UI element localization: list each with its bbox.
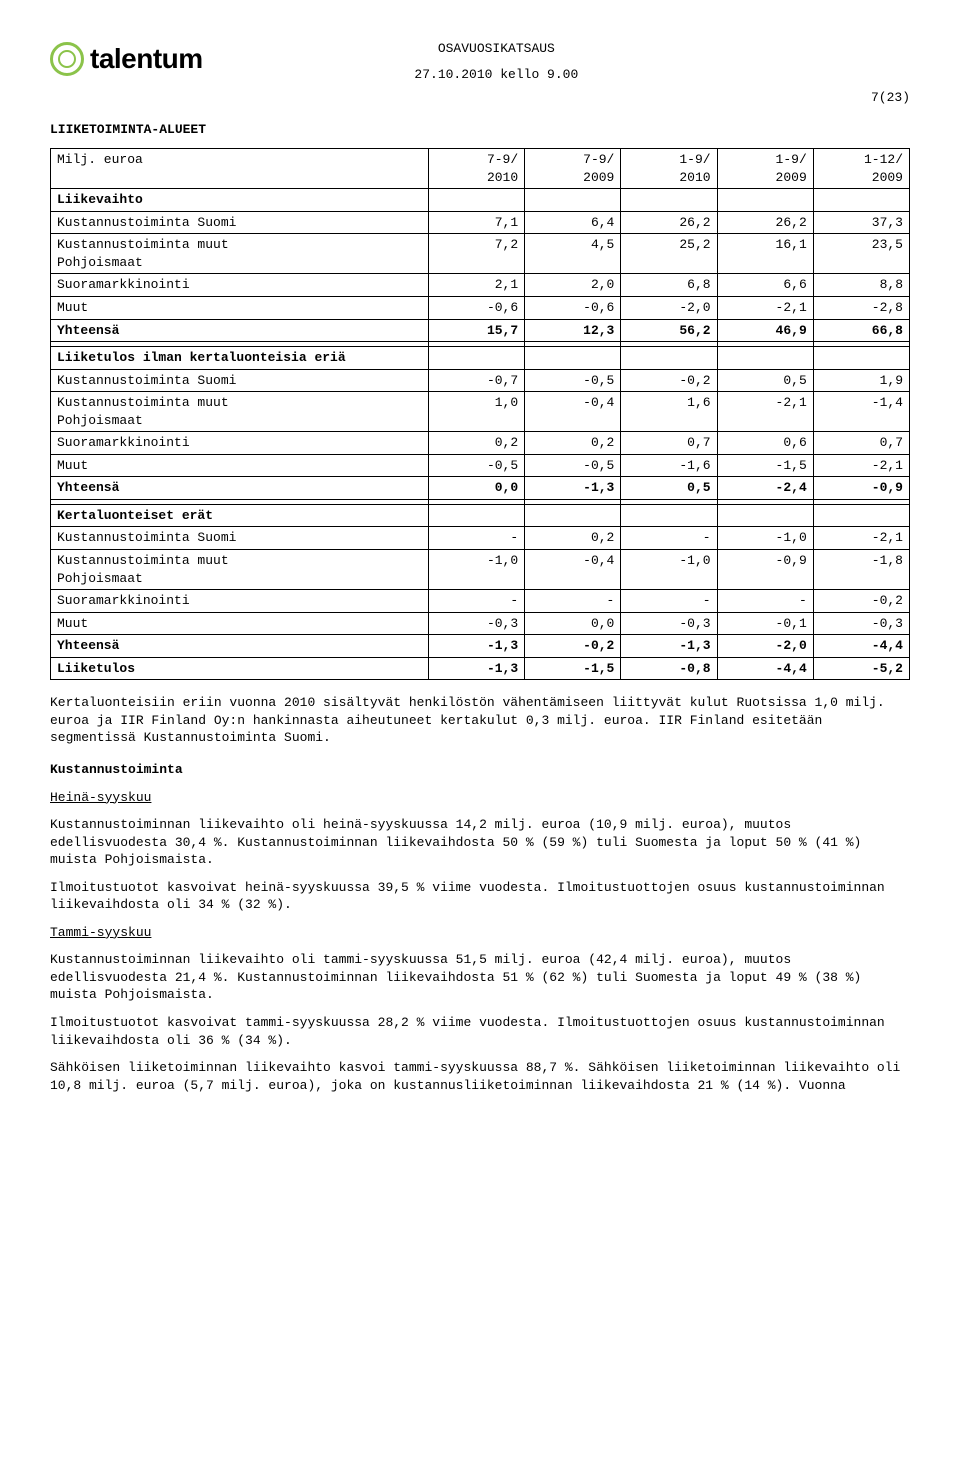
table-header-row: Milj. euroa7-9/20107-9/20091-9/20101-9/2… [51,149,910,189]
table-row: Kustannustoiminta muutPohjoismaat-1,0-0,… [51,550,910,590]
table-row: Suoramarkkinointi-----0,2 [51,590,910,613]
table-row: Kustannustoiminta Suomi-0,7-0,5-0,20,51,… [51,369,910,392]
table-row: Yhteensä0,0-1,30,5-2,4-0,9 [51,477,910,500]
table-row: Muut-0,5-0,5-1,6-1,5-2,1 [51,454,910,477]
doc-title: OSAVUOSIKATSAUS [203,40,790,58]
paragraph: Ilmoitustuotot kasvoivat heinä-syyskuuss… [50,879,910,914]
table-group-title: Liikevaihto [51,189,910,212]
table-row: Kustannustoiminta Suomi-0,2--1,0-2,1 [51,527,910,550]
doc-dateline: 27.10.2010 kello 9.00 [203,66,790,84]
text-subheading: Tammi-syyskuu [50,924,910,942]
table-row: Kustannustoiminta muutPohjoismaat1,0-0,4… [51,392,910,432]
paragraph: Kustannustoiminnan liikevaihto oli heinä… [50,816,910,869]
table-row: Suoramarkkinointi0,20,20,70,60,7 [51,432,910,455]
table-row: Kustannustoiminta muutPohjoismaat7,24,52… [51,234,910,274]
logo-swirl-icon [50,42,84,76]
paragraph: Kustannustoiminnan liikevaihto oli tammi… [50,951,910,1004]
page-header: talentum OSAVUOSIKATSAUS 27.10.2010 kell… [50,40,910,83]
table-row: Muut-0,6-0,6-2,0-2,1-2,8 [51,297,910,320]
table-row: Kustannustoiminta Suomi7,16,426,226,237,… [51,211,910,234]
table-row: Suoramarkkinointi2,12,06,86,68,8 [51,274,910,297]
table-row: Liiketulos-1,3-1,5-0,8-4,4-5,2 [51,657,910,680]
paragraph: Sähköisen liiketoiminnan liikevaihto kas… [50,1059,910,1094]
table-row: Yhteensä15,712,356,246,966,8 [51,319,910,342]
section-title: LIIKETOIMINTA-ALUEET [50,121,910,139]
logo-text: talentum [90,40,203,78]
table-footnote: Kertaluonteisiin eriin vuonna 2010 sisäl… [50,694,910,747]
logo: talentum [50,40,203,78]
page-number: 7(23) [50,89,910,107]
header-center: OSAVUOSIKATSAUS 27.10.2010 kello 9.00 [203,40,790,83]
table-group-title: Liiketulos ilman kertaluonteisia eriä [51,347,910,370]
table-group-title: Kertaluonteiset erät [51,504,910,527]
paragraph: Ilmoitustuotot kasvoivat tammi-syyskuuss… [50,1014,910,1049]
table-row: Muut-0,30,0-0,3-0,1-0,3 [51,612,910,635]
financial-table: Milj. euroa7-9/20107-9/20091-9/20101-9/2… [50,148,910,680]
table-row: Yhteensä-1,3-0,2-1,3-2,0-4,4 [51,635,910,658]
text-subheading: Heinä-syyskuu [50,789,910,807]
text-section-heading: Kustannustoiminta [50,761,910,779]
